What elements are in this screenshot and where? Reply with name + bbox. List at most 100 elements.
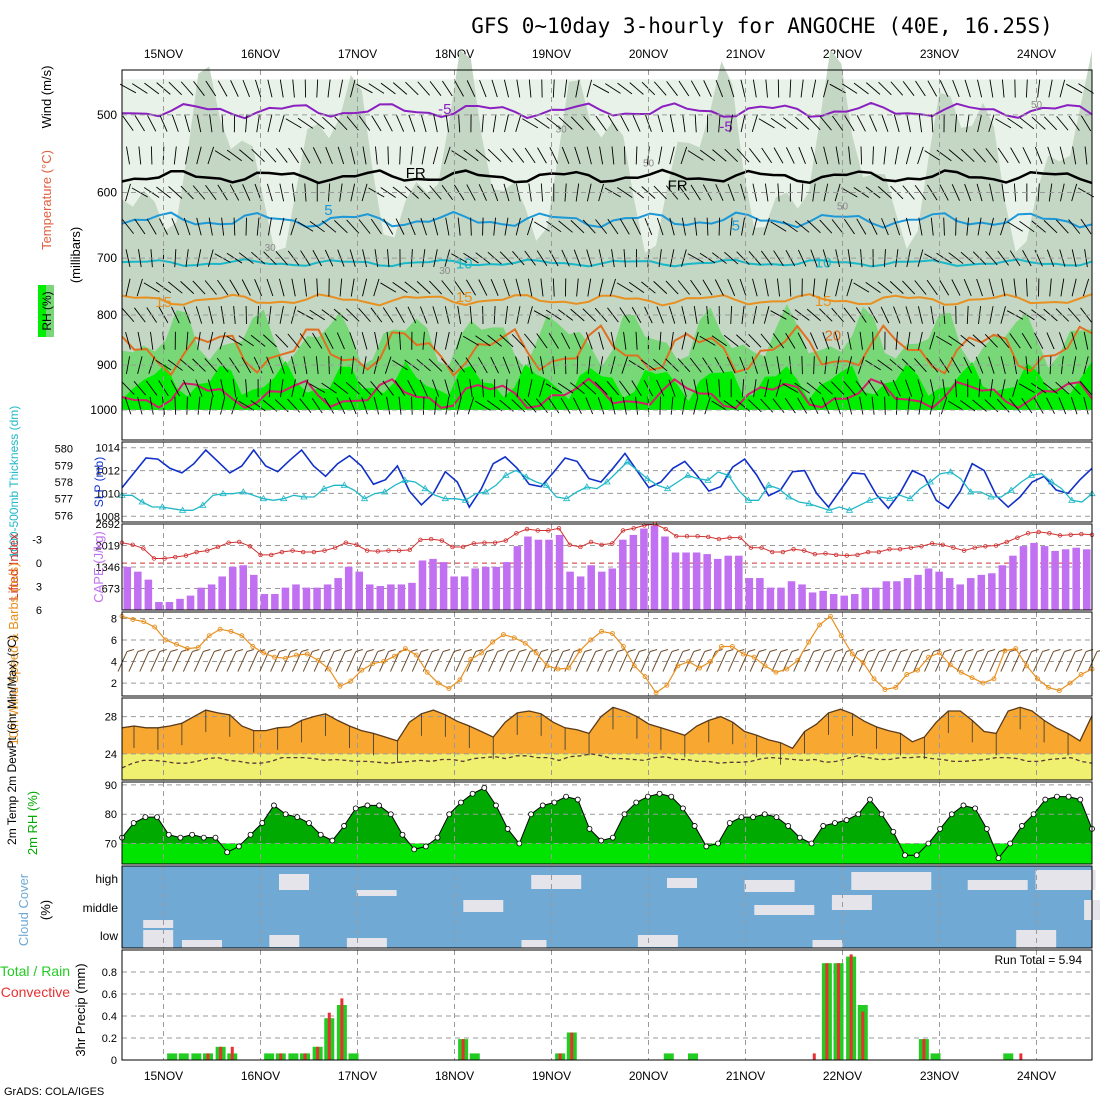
wind10-marker	[239, 633, 245, 639]
upper-wind-barb	[384, 356, 392, 374]
bottom-date-axis: 15NOV 16NOV 17NOV 18NOV 19NOV 20NOV 21NOV 22NOV…	[144, 1069, 1056, 1083]
upper-wind-barb	[877, 359, 893, 371]
cloud-patch	[531, 875, 582, 889]
wind10-barb	[640, 651, 651, 672]
wind10-marker	[642, 674, 648, 680]
wind10-marker	[272, 654, 278, 660]
upper-wind-barb	[168, 281, 183, 294]
cape-bar	[355, 571, 363, 610]
upper-wind-barb	[524, 333, 537, 349]
upper-wind-barb	[539, 379, 545, 397]
pressure-tick-label: 700	[97, 251, 117, 265]
rh2m-marker	[200, 834, 207, 841]
upper-wind-barb	[309, 117, 325, 130]
wind10-marker	[402, 646, 408, 652]
upper-wind-barb	[658, 249, 662, 268]
upper-wind-barb	[479, 79, 487, 98]
precip-convective-bar	[206, 1053, 210, 1060]
thickness-marker	[684, 471, 692, 478]
cape-lifted-index-panel: 673 1346 2019 2692 -3 0 3 6 Lifted Index CAPE (J/…	[6, 519, 1095, 617]
upper-wind-barb	[1025, 278, 1028, 297]
wind10-barb	[815, 651, 825, 672]
cape-bar	[545, 539, 553, 610]
upper-wind-barb	[528, 79, 532, 98]
upper-wind-barb	[207, 249, 214, 267]
upper-wind-barb	[221, 217, 225, 236]
upper-wind-barb	[1082, 278, 1090, 297]
upper-wind-barb	[689, 357, 702, 373]
upper-wind-barb	[429, 81, 442, 96]
wind10-barb	[531, 651, 542, 672]
wind10-barb	[869, 651, 880, 672]
upper-wind-barb	[1000, 356, 1006, 374]
upper-wind-barb	[741, 379, 745, 398]
wind10-barb	[281, 651, 291, 672]
cloud-patch	[967, 880, 1028, 890]
wind-tick-label: 2	[111, 678, 117, 690]
upper-wind-barb	[1060, 278, 1065, 297]
cape-bar	[492, 566, 501, 610]
upper-wind-barb	[931, 114, 934, 133]
upper-wind-barb	[586, 79, 593, 98]
wind10-barb-flag	[878, 649, 887, 653]
cloud-patch	[754, 905, 815, 915]
wind10-barb	[662, 651, 673, 672]
upper-wind-barb	[350, 146, 356, 165]
upper-wind-barb	[171, 218, 180, 236]
upper-wind-barb	[881, 114, 889, 132]
upper-wind-barb	[1067, 381, 1081, 395]
upper-wind-barb	[1071, 332, 1078, 350]
lifted-index-marker	[599, 542, 604, 548]
precip-total-bar	[178, 1053, 189, 1060]
lifted-index-axis-label: Lifted Index	[6, 533, 21, 601]
cape-bar	[281, 587, 290, 610]
rh2m-axis-label: 2m RH (%)	[25, 791, 40, 855]
wind10-barb	[520, 651, 531, 672]
upper-wind-barb	[546, 117, 562, 130]
upper-wind-barb	[914, 280, 927, 295]
upper-wind-barb	[193, 81, 205, 96]
wind10-barb-flag	[541, 649, 549, 653]
rh2m-marker	[341, 823, 347, 829]
lifted-index-marker	[578, 544, 583, 550]
upper-wind-barb	[598, 332, 604, 350]
upper-wind-barb	[1030, 382, 1047, 394]
wind10-barb	[880, 651, 891, 672]
upper-wind-barb	[1007, 221, 1023, 232]
cape-bar	[756, 578, 764, 610]
wind10-barb-flag	[148, 649, 156, 653]
upper-wind-barb	[410, 146, 414, 165]
wind10-marker	[860, 660, 866, 666]
lifted-index-marker	[301, 549, 306, 555]
wind10-speed-line	[121, 615, 1093, 694]
upper-wind-barb	[616, 282, 633, 293]
wind10-barb-flag	[355, 649, 364, 653]
lifted-index-marker	[279, 549, 285, 555]
upper-wind-barb	[736, 148, 750, 163]
upper-wind-barb	[622, 396, 627, 415]
lifted-index-marker	[258, 552, 263, 558]
wind10-marker	[751, 654, 757, 660]
upper-wind-barb	[702, 279, 713, 296]
upper-wind-barb	[883, 249, 886, 268]
cape-bar	[966, 578, 975, 610]
upper-wind-barb	[442, 80, 453, 97]
top-date-label: 20NOV	[629, 47, 668, 61]
upper-wind-barb	[582, 381, 597, 395]
upper-wind-barb	[1037, 183, 1040, 202]
top-date-label: 15NOV	[144, 47, 183, 61]
upper-wind-barb	[670, 331, 674, 350]
wind10-barb	[1043, 651, 1054, 672]
upper-wind-barb	[869, 114, 878, 132]
precip-convective-bar	[825, 963, 829, 1060]
thickness-marker	[562, 494, 571, 502]
wind10-marker	[1024, 663, 1030, 669]
precip-convective-bar	[837, 963, 841, 1060]
upper-wind-barb	[989, 306, 994, 324]
lifted-index-marker	[727, 535, 732, 540]
upper-wind-barb	[972, 334, 987, 348]
cape-bar	[713, 558, 722, 610]
upper-wind-barb	[333, 382, 349, 395]
contour-label: -5	[438, 101, 451, 118]
upper-wind-barb	[316, 79, 319, 98]
